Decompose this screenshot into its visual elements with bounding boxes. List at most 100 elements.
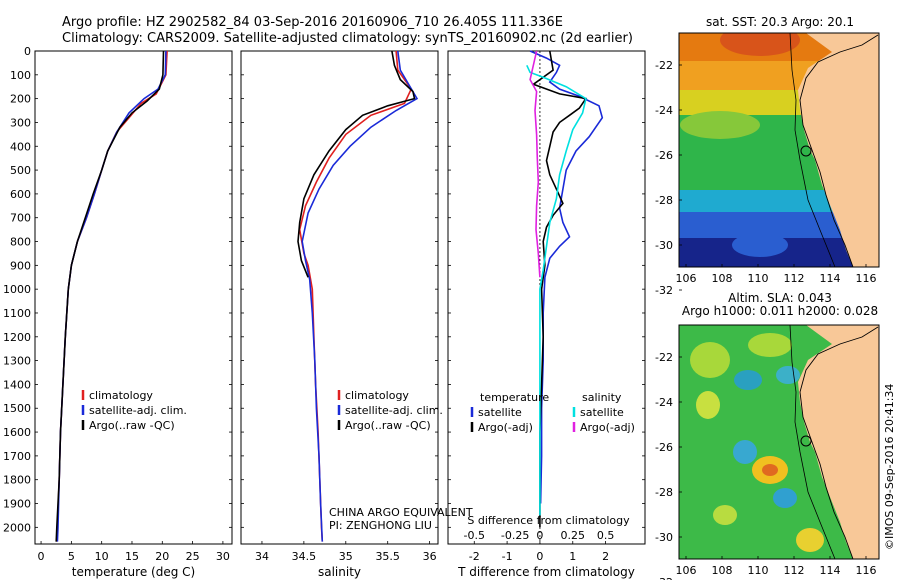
map-xtick-label: 114	[820, 564, 841, 577]
difference-series-2	[526, 64, 587, 516]
sst-map-frame	[678, 32, 880, 268]
sla-land	[798, 325, 879, 559]
salinity-annotation: PI: ZENGHONG LIU	[329, 519, 432, 532]
temperature-xlabel: temperature (deg C)	[72, 565, 195, 579]
difference-xtick-label: -1	[502, 550, 513, 563]
sla-isobath	[789, 325, 836, 559]
depth-tick-label: 200	[10, 93, 31, 106]
depth-tick-label: 1600	[3, 426, 31, 439]
map-xtick-label: 110	[748, 272, 769, 285]
temperature-series-2	[55, 50, 165, 542]
header-line1: Argo profile: HZ 2902582_84 03-Sep-2016 …	[62, 15, 563, 30]
salinity-xtick-label: 34	[255, 550, 269, 563]
temperature-frame	[34, 50, 233, 545]
sla-patch-4	[776, 366, 800, 384]
temperature-xtick-label: 30	[216, 550, 230, 563]
difference-xtick-label: 2	[602, 550, 609, 563]
difference-s-axis-label: S difference from climatology	[467, 514, 630, 527]
map-ytick-label: -32	[655, 284, 673, 297]
difference-s-tick-label: 0.25	[561, 529, 586, 542]
map-ytick-label: -32	[655, 576, 673, 580]
depth-tick-label: 1300	[3, 355, 31, 368]
sla-patch-5	[696, 391, 720, 419]
map-xtick-label: 116	[856, 564, 877, 577]
sla-patch-3	[734, 370, 762, 390]
difference-legend-label: Argo(-adj)	[580, 421, 635, 434]
difference-legend-label: satellite	[580, 406, 624, 419]
sla-patch-10	[713, 505, 737, 525]
difference-profile-panel: -2 -1 0 1 2-0.5 -0.25 0 0.25 0.5S difference fro…	[447, 50, 646, 579]
depth-tick-label: 500	[10, 164, 31, 177]
difference-series-0	[529, 50, 604, 504]
sla-map-ticks: 106 108 110 112 114 116 -22 -24 -26 -28 -30 -32	[655, 351, 876, 580]
temperature-legend-label: Argo(..raw -QC)	[89, 419, 175, 432]
salinity-legend-label: Argo(..raw -QC)	[345, 419, 431, 432]
salinity-xtick-label: 34.5	[292, 550, 317, 563]
map-xtick-label: 108	[712, 272, 733, 285]
depth-tick-label: 1400	[3, 378, 31, 391]
sst-blue-patch	[732, 233, 788, 257]
salinity-legend-label: satellite-adj. clim.	[345, 404, 443, 417]
sla-map-title-1: Altim. SLA: 0.043	[728, 291, 832, 305]
map-ytick-label: -28	[655, 486, 673, 499]
sst-map-title: sat. SST: 20.3 Argo: 20.1	[706, 15, 854, 29]
depth-tick-label: 2000	[3, 521, 31, 534]
depth-tick-label: 700	[10, 212, 31, 225]
depth-tick-label: 1200	[3, 331, 31, 344]
map-ytick-label: -28	[655, 194, 673, 207]
map-xtick-label: 110	[748, 564, 769, 577]
sst-map-ticks: 106 108 110 112 114 116 -22 -24 -26 -28 -30 -32	[655, 59, 876, 297]
difference-xtick-label: 0	[536, 550, 543, 563]
sla-map: Altim. SLA: 0.043 Argo h1000: 0.011 h200…	[655, 291, 880, 580]
temperature-series-0	[56, 50, 168, 542]
difference-frame	[447, 50, 646, 545]
map-xtick-label: 106	[676, 564, 697, 577]
temperature-xtick-label: 10	[95, 550, 109, 563]
temperature-xtick-label: 20	[155, 550, 169, 563]
difference-series-1	[531, 50, 588, 528]
sla-patch-6	[733, 440, 757, 464]
difference-s-tick-label: -0.5	[464, 529, 485, 542]
salinity-annotation: CHINA ARGO EQUIVALENT	[329, 506, 473, 519]
sla-patch-1	[690, 342, 730, 378]
difference-xtick-label: 1	[569, 550, 576, 563]
depth-tick-label: 1100	[3, 307, 31, 320]
depth-tick-label: 900	[10, 259, 31, 272]
map-ytick-label: -30	[655, 239, 673, 252]
depth-tick-label: 1700	[3, 450, 31, 463]
salinity-frame	[240, 50, 439, 545]
salinity-legend-label: climatology	[345, 389, 409, 402]
temperature-legend-label: satellite-adj. clim.	[89, 404, 187, 417]
difference-legend-temperature-head: temperature	[480, 391, 549, 404]
sst-isobath	[789, 33, 836, 267]
map-xtick-label: 112	[784, 564, 805, 577]
sst-hot-spot	[720, 33, 800, 56]
salinity-profile-panel: 34 34.5 35 35.5 36 salinity climatology satelli…	[240, 50, 473, 579]
difference-xlabel: T difference from climatology	[457, 565, 635, 579]
header-line2: Climatology: CARS2009. Satellite-adjuste…	[62, 31, 633, 46]
sst-green-patch	[680, 111, 760, 139]
map-ytick-label: -26	[655, 149, 673, 162]
map-ytick-label: -22	[655, 59, 673, 72]
temperature-xtick-label: 25	[186, 550, 200, 563]
sla-patch-8	[762, 464, 778, 476]
difference-legend-label: Argo(-adj)	[478, 421, 533, 434]
sst-land	[798, 33, 879, 267]
salinity-series-1	[301, 50, 419, 542]
sla-coastline	[799, 326, 879, 559]
salinity-xtick-label: 36	[423, 550, 437, 563]
temperature-xtick-label: 0	[38, 550, 45, 563]
sla-map-title-2: Argo h1000: 0.011 h2000: 0.028	[682, 304, 878, 318]
sst-coastline	[799, 34, 879, 267]
difference-series-3	[529, 50, 541, 278]
map-xtick-label: 112	[784, 272, 805, 285]
difference-legend-salinity-head: salinity	[582, 391, 622, 404]
temperature-xtick-label: 15	[125, 550, 139, 563]
map-ytick-label: -24	[655, 104, 673, 117]
salinity-xlabel: salinity	[318, 565, 361, 579]
temperature-legend-label: climatology	[89, 389, 153, 402]
temperature-series-1	[56, 50, 167, 542]
depth-tick-label: 1000	[3, 283, 31, 296]
map-xtick-label: 106	[676, 272, 697, 285]
